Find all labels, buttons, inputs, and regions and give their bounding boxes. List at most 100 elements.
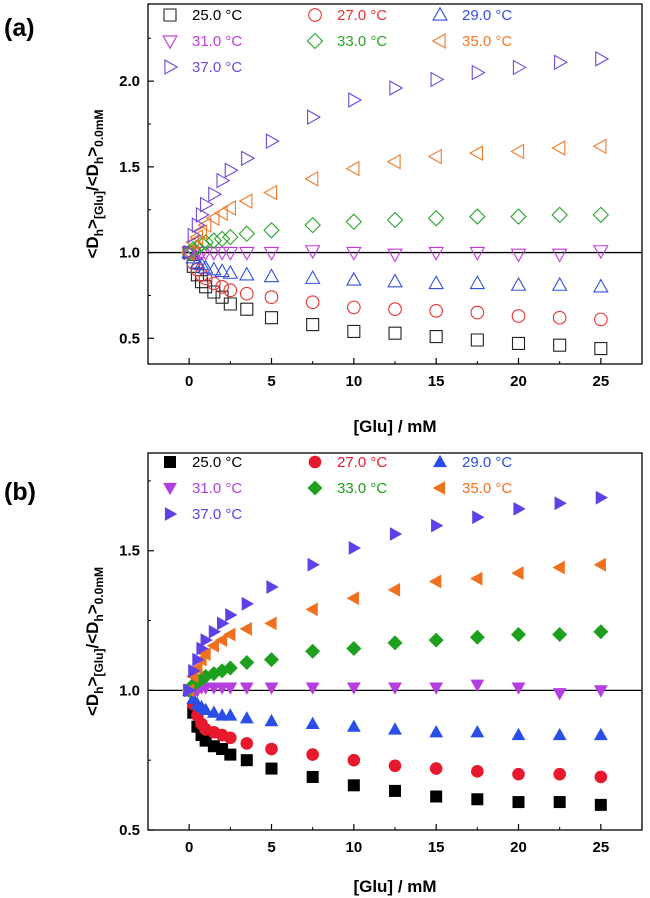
series-35.0C <box>180 138 607 261</box>
data-point <box>197 234 214 251</box>
data-point <box>469 208 486 225</box>
data-point <box>265 762 278 775</box>
data-point <box>470 571 483 586</box>
data-point <box>470 305 485 320</box>
data-point <box>304 269 321 284</box>
x-tick-label: 10 <box>345 839 362 856</box>
data-point <box>428 574 442 589</box>
legend-item: 35.0 °C <box>431 33 512 50</box>
legend-marker <box>163 482 177 496</box>
data-point <box>512 59 527 76</box>
data-point <box>198 647 211 661</box>
data-point <box>593 557 606 572</box>
data-point <box>265 133 280 149</box>
data-point <box>184 683 197 698</box>
y-tick-label: 1.5 <box>119 543 140 560</box>
legend-marker <box>162 35 178 50</box>
data-point <box>551 206 568 224</box>
data-point <box>263 268 280 283</box>
data-point <box>305 682 320 695</box>
x-tick-label: 15 <box>428 373 445 390</box>
data-point <box>387 582 401 597</box>
legend-item: 31.0 °C <box>163 480 242 497</box>
data-point <box>428 246 445 261</box>
data-point <box>305 643 321 659</box>
data-point <box>222 200 236 216</box>
legend-item: 37.0 °C <box>164 506 242 523</box>
data-point <box>388 302 402 316</box>
data-point <box>511 566 524 580</box>
data-point <box>470 333 484 347</box>
data-point <box>386 211 404 229</box>
legend-label: 33.0 °C <box>337 33 387 50</box>
data-point <box>216 172 231 189</box>
data-point <box>183 244 198 261</box>
data-point <box>429 725 444 738</box>
data-point <box>552 560 565 575</box>
data-point <box>430 71 445 88</box>
legend-label: 31.0 °C <box>192 33 242 50</box>
data-point <box>348 92 363 108</box>
data-point <box>263 222 280 239</box>
series-35.0C <box>181 557 606 698</box>
data-point <box>239 711 254 724</box>
data-point <box>511 727 526 741</box>
data-point <box>263 184 278 201</box>
data-point <box>264 652 279 668</box>
data-point <box>213 230 231 248</box>
data-point <box>429 682 444 695</box>
legend-marker <box>164 507 178 521</box>
series-25.0C <box>182 246 608 356</box>
data-point <box>213 205 228 221</box>
legend-item: 29.0 °C <box>433 454 512 471</box>
data-point <box>595 490 609 505</box>
data-point <box>208 186 223 203</box>
data-point <box>304 171 319 187</box>
data-point <box>388 682 402 695</box>
data-point <box>389 527 403 541</box>
data-point <box>389 784 401 797</box>
legend-label: 29.0 °C <box>462 454 512 471</box>
data-point <box>240 302 254 316</box>
data-point <box>471 765 484 778</box>
data-point <box>594 798 607 811</box>
data-point <box>388 759 402 773</box>
panel-label: (b) <box>4 478 36 506</box>
x-axis-label: [Glu] / mM <box>353 417 436 436</box>
data-point <box>239 286 254 301</box>
data-point <box>305 716 320 729</box>
data-point <box>387 273 403 288</box>
data-point <box>187 227 202 244</box>
data-point <box>239 682 254 695</box>
y-tick-label: 0.5 <box>119 330 140 347</box>
legend-label: 25.0 °C <box>192 454 242 471</box>
data-point <box>554 496 567 511</box>
data-point <box>266 580 279 594</box>
data-point <box>222 264 239 279</box>
data-point <box>193 235 210 253</box>
data-point <box>195 207 210 223</box>
data-point <box>348 541 362 555</box>
data-point <box>306 748 319 761</box>
data-point <box>223 682 238 695</box>
data-point <box>346 640 362 656</box>
data-point <box>469 275 486 290</box>
series-33.0C <box>180 206 610 261</box>
y-tick-label: 1.0 <box>119 245 140 262</box>
data-point <box>510 276 527 291</box>
data-point <box>306 318 320 332</box>
data-point <box>429 762 443 775</box>
data-point <box>224 731 237 745</box>
data-point <box>222 660 238 676</box>
data-point <box>593 727 608 741</box>
data-point <box>239 654 255 670</box>
data-point <box>264 616 277 631</box>
legend-label: 31.0 °C <box>192 480 242 497</box>
data-point <box>511 682 526 695</box>
panel-label: (a) <box>4 14 35 42</box>
legend-item: 27.0 °C <box>308 454 387 471</box>
data-point <box>214 263 230 278</box>
data-point <box>593 312 608 327</box>
data-point <box>264 682 279 695</box>
data-point <box>191 217 206 233</box>
